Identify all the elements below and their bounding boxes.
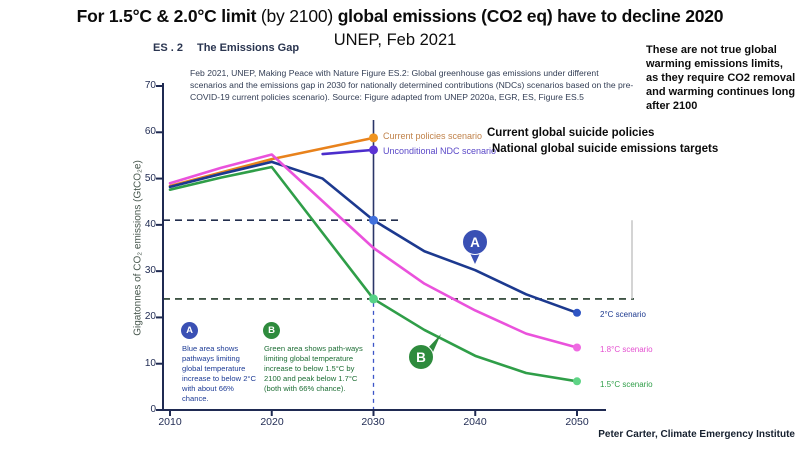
x-tick-2030: 2030 (361, 416, 385, 428)
subtitle: UNEP, Feb 2021 (333, 31, 457, 49)
label-1-5c-scenario: 1.5°C scenario (600, 380, 653, 389)
side-note: These are not true global warming emissi… (646, 44, 796, 113)
title-part-3: global emissions (CO2 eq) have to declin… (337, 6, 724, 26)
legend-unconditional-ndc-note: National global suicide emissions target… (492, 143, 719, 155)
x-tick-2010: 2010 (158, 416, 182, 428)
title-part-2: (by 2100) (260, 6, 338, 26)
note-b-badge: B (263, 322, 280, 339)
figure-name: The Emissions Gap (196, 42, 300, 54)
legend-current-policies-note: Current global suicide policies (487, 127, 655, 139)
note-a-text: Blue area shows pathways limiting global… (182, 344, 256, 404)
credit-line: Peter Carter, Climate Emergency Institut… (598, 429, 795, 440)
y-tick-20: 20 (144, 311, 156, 322)
note-a-badge: A (181, 322, 198, 339)
legend-unconditional-ndc: Unconditional NDC scenario (383, 146, 497, 156)
x-tick-2040: 2040 (463, 416, 487, 428)
y-tick-10: 10 (144, 358, 156, 369)
page-title: For 1.5°C & 2.0°C limit (by 2100) global… (0, 6, 800, 27)
legend-current-policies: Current policies scenario (383, 131, 483, 141)
title-part-1: For 1.5°C & 2.0°C limit (76, 6, 261, 26)
figure-label: ES . 2 The Emissions Gap (153, 42, 299, 54)
note-b-text: Green area shows path-ways limiting glob… (264, 344, 363, 394)
y-tick-60: 60 (144, 126, 156, 137)
label-2c-scenario: 2°C scenario (600, 310, 646, 319)
x-tick-2050: 2050 (565, 416, 589, 428)
svg-text:B: B (416, 350, 426, 365)
x-tick-2020: 2020 (260, 416, 284, 428)
y-axis-label: Gigatonnes of CO₂ emissions (GtCO₂e) (132, 160, 144, 336)
y-tick-70: 70 (144, 80, 156, 91)
svg-text:A: A (470, 235, 480, 250)
y-tick-30: 30 (144, 265, 156, 276)
y-tick-0: 0 (150, 404, 156, 415)
figure-code: ES . 2 (153, 42, 183, 54)
y-tick-40: 40 (144, 219, 156, 230)
figure-caption: Feb 2021, UNEP, Making Peace with Nature… (190, 68, 634, 103)
label-1-8c-scenario: 1.8°C scenario (600, 345, 653, 354)
y-tick-50: 50 (144, 173, 156, 184)
